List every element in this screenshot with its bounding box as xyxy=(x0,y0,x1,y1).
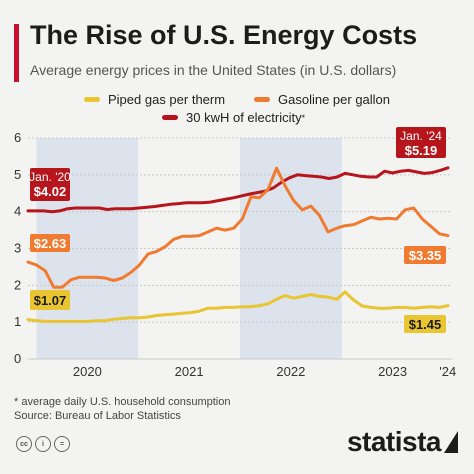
x-tick-label: '24 xyxy=(439,364,456,379)
x-tick-label: 2023 xyxy=(378,364,407,379)
chart-title: The Rise of U.S. Energy Costs xyxy=(30,20,418,50)
brand-mark-icon xyxy=(444,431,458,453)
source-note: Source: Bureau of Labor Statistics xyxy=(14,410,181,422)
legend-label-gasoline: Gasoline per gallon xyxy=(278,92,391,107)
y-tick-label: 1 xyxy=(14,314,21,329)
annotation-date: Jan. '24 xyxy=(400,129,442,143)
x-tick-label: 2022 xyxy=(276,364,305,379)
series-line-gasoline xyxy=(26,166,450,289)
y-tick-label: 2 xyxy=(14,277,21,292)
series-line-gas xyxy=(26,290,450,323)
legend-item-gas: Piped gas per therm xyxy=(84,92,225,107)
x-tick-label: 2021 xyxy=(175,364,204,379)
annotation-value: $1.07 xyxy=(34,293,67,308)
cc-icon[interactable]: cc xyxy=(16,436,32,452)
y-tick-label: 6 xyxy=(14,130,21,145)
annotation-value: $3.35 xyxy=(409,248,442,263)
shaded-year-2022 xyxy=(240,138,342,359)
y-tick-label: 0 xyxy=(14,351,21,366)
legend-item-electricity: 30 kwH of electricity * xyxy=(162,110,305,125)
annotation-box xyxy=(30,290,70,310)
footnote: * average daily U.S. household consumpti… xyxy=(14,396,231,408)
annotation-value: $5.19 xyxy=(405,143,438,158)
annotation-box xyxy=(30,234,70,252)
title-accent-bar xyxy=(14,24,19,82)
brand-name: statista xyxy=(346,426,442,457)
legend-swatch-electricity xyxy=(162,115,178,120)
annotation-box xyxy=(30,168,70,201)
legend-swatch-gas xyxy=(84,97,100,102)
legend-item-gasoline: Gasoline per gallon xyxy=(254,92,390,107)
y-tick-label: 4 xyxy=(14,204,21,219)
legend-star: * xyxy=(301,112,306,123)
annotation-box xyxy=(404,315,446,333)
annotation-value: $1.45 xyxy=(409,317,442,332)
chart-subtitle: Average energy prices in the United Stat… xyxy=(30,62,397,78)
equals-icon[interactable]: = xyxy=(54,436,70,452)
legend-label-gas: Piped gas per therm xyxy=(108,92,226,107)
statista-logo[interactable]: statista xyxy=(347,426,458,458)
series-line-electricity xyxy=(26,166,450,214)
person-icon[interactable]: i xyxy=(35,436,51,452)
legend-swatch-gasoline xyxy=(254,97,270,102)
legend-label-electricity: 30 kwH of electricity xyxy=(186,110,302,125)
annotation-date: Jan. '20 xyxy=(29,170,71,184)
annotation-value: $2.63 xyxy=(34,236,67,251)
x-tick-label: 2020 xyxy=(73,364,102,379)
annotation-box xyxy=(404,246,446,264)
license-icons[interactable]: cc i = xyxy=(16,436,70,452)
chart-legend: Piped gas per therm Gasoline per gallon … xyxy=(0,88,474,128)
y-tick-label: 5 xyxy=(14,167,21,182)
y-tick-label: 3 xyxy=(14,241,21,256)
annotation-value: $4.02 xyxy=(34,184,67,199)
annotation-box xyxy=(396,127,446,158)
